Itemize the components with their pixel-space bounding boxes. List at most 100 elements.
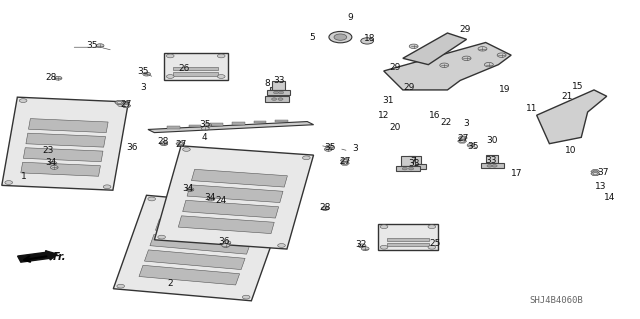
Text: 3: 3 — [464, 119, 469, 128]
Bar — [272, 81, 285, 90]
Bar — [265, 96, 289, 102]
Text: 27: 27 — [175, 140, 187, 149]
Text: 29: 29 — [404, 83, 415, 92]
Bar — [403, 164, 426, 169]
Circle shape — [497, 53, 506, 57]
Circle shape — [278, 98, 283, 100]
FancyArrow shape — [17, 251, 57, 262]
Circle shape — [334, 34, 347, 40]
Circle shape — [440, 63, 449, 68]
Bar — [173, 72, 218, 76]
Bar — [187, 185, 283, 203]
Circle shape — [5, 181, 13, 184]
Circle shape — [118, 103, 125, 107]
Bar — [150, 234, 251, 254]
Polygon shape — [122, 104, 131, 108]
Text: 5: 5 — [310, 33, 316, 42]
Circle shape — [478, 47, 487, 51]
Text: 9: 9 — [348, 13, 353, 22]
Bar — [2, 97, 129, 190]
Bar — [253, 121, 266, 123]
Polygon shape — [591, 170, 600, 174]
Bar — [23, 148, 103, 162]
Circle shape — [461, 137, 465, 139]
Circle shape — [178, 143, 182, 145]
Circle shape — [273, 91, 278, 94]
Text: 24: 24 — [216, 196, 227, 205]
Circle shape — [467, 143, 475, 147]
Bar — [408, 156, 420, 164]
Text: 33: 33 — [485, 156, 497, 165]
Circle shape — [160, 142, 168, 145]
Bar — [139, 265, 239, 285]
Text: 32: 32 — [356, 241, 367, 249]
Circle shape — [124, 105, 129, 107]
Text: 33: 33 — [408, 159, 420, 168]
Text: 33: 33 — [273, 76, 285, 85]
Text: 28: 28 — [157, 137, 168, 146]
Circle shape — [380, 225, 388, 229]
Text: 27: 27 — [120, 100, 131, 109]
Text: 29: 29 — [390, 63, 401, 72]
Bar — [211, 123, 223, 126]
Text: Fr.: Fr. — [52, 252, 66, 262]
Text: 30: 30 — [486, 136, 498, 145]
Circle shape — [273, 208, 281, 212]
Bar — [173, 67, 218, 70]
Circle shape — [593, 173, 598, 175]
Text: 28: 28 — [319, 203, 331, 212]
Circle shape — [428, 225, 436, 229]
Text: 27: 27 — [458, 134, 469, 144]
Text: 13: 13 — [595, 182, 606, 191]
Circle shape — [321, 207, 329, 211]
Circle shape — [402, 167, 407, 170]
Circle shape — [414, 166, 419, 168]
Circle shape — [361, 38, 374, 44]
Text: 8: 8 — [265, 79, 271, 88]
Circle shape — [243, 295, 250, 299]
Bar — [26, 133, 106, 147]
Bar — [270, 87, 284, 96]
Circle shape — [324, 147, 332, 151]
Circle shape — [593, 170, 598, 173]
Text: 16: 16 — [429, 111, 440, 120]
Bar — [486, 155, 499, 163]
Text: 34: 34 — [45, 158, 57, 167]
Circle shape — [51, 166, 58, 169]
Text: SHJ4B4060B: SHJ4B4060B — [529, 296, 582, 305]
Polygon shape — [403, 33, 467, 65]
Circle shape — [182, 147, 190, 151]
Bar — [156, 219, 256, 239]
Text: 35: 35 — [87, 41, 99, 49]
Polygon shape — [340, 161, 349, 165]
Circle shape — [97, 44, 104, 48]
Text: 20: 20 — [389, 123, 400, 132]
Bar — [182, 200, 278, 218]
Circle shape — [342, 162, 347, 164]
Text: 28: 28 — [45, 73, 57, 82]
Bar — [378, 224, 438, 250]
Text: 31: 31 — [382, 96, 394, 105]
Bar — [179, 216, 274, 234]
Text: 23: 23 — [42, 145, 54, 154]
Circle shape — [218, 75, 225, 78]
Circle shape — [19, 99, 27, 102]
Text: 35: 35 — [324, 143, 335, 152]
Circle shape — [204, 123, 212, 127]
Polygon shape — [384, 42, 511, 90]
Text: 7: 7 — [410, 157, 416, 166]
Bar — [401, 156, 415, 166]
Circle shape — [460, 140, 465, 142]
Text: 12: 12 — [378, 111, 389, 120]
Circle shape — [223, 241, 231, 245]
Circle shape — [186, 188, 194, 191]
Text: 1: 1 — [21, 172, 27, 182]
Text: 21: 21 — [561, 92, 572, 101]
Text: 14: 14 — [604, 193, 616, 202]
Bar — [113, 195, 285, 301]
Polygon shape — [458, 136, 467, 140]
Text: 11: 11 — [527, 104, 538, 113]
Polygon shape — [591, 172, 600, 176]
Text: 18: 18 — [364, 34, 376, 43]
Circle shape — [408, 167, 413, 170]
